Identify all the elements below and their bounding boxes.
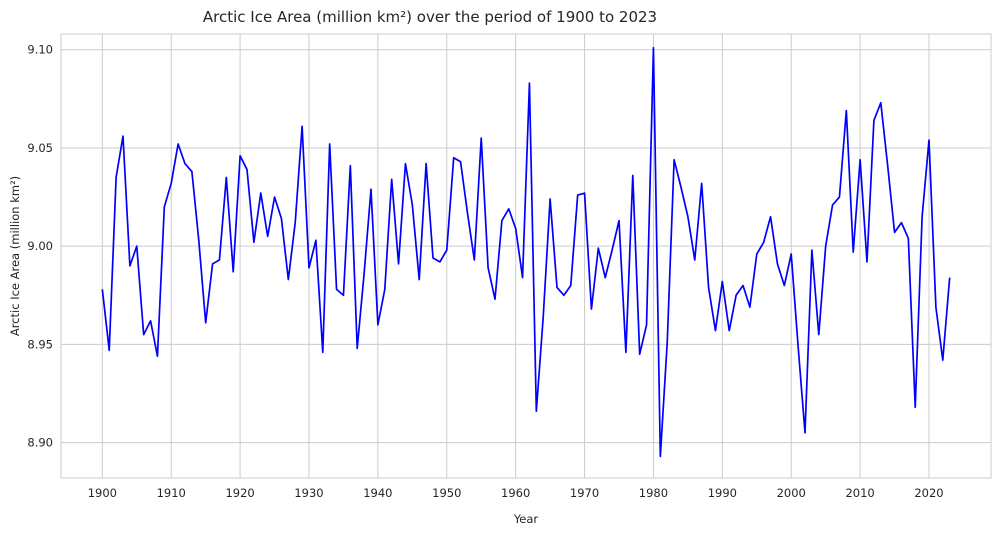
- x-tick-label: 2000: [777, 486, 806, 500]
- y-tick-label: 8.95: [27, 337, 53, 351]
- series-line-ice-area: [101, 46, 951, 458]
- y-tick-label: 8.90: [27, 436, 53, 450]
- y-axis-label: Arctic Ice Area (million km²): [8, 176, 22, 336]
- x-tick-label: 2020: [914, 486, 943, 500]
- x-tick-label: 1900: [88, 486, 117, 500]
- plot-frame: [60, 33, 992, 479]
- y-tick-label: 9.10: [27, 43, 53, 57]
- x-tick-label: 2010: [845, 486, 874, 500]
- x-tick-label: 1920: [225, 486, 254, 500]
- x-tick-label: 1970: [570, 486, 599, 500]
- x-tick-labels: 1900 1910 1920 1930 1940 1950 1960 1970 1980 1990…: [88, 486, 944, 500]
- x-gridlines: [101, 34, 930, 478]
- y-tick-labels: 8.90 8.95 9.00 9.05 9.10: [27, 43, 53, 450]
- x-axis-label: Year: [513, 512, 539, 526]
- x-tick-label: 1940: [363, 486, 392, 500]
- x-tick-label: 1990: [708, 486, 737, 500]
- x-tick-label: 1980: [639, 486, 668, 500]
- x-tick-label: 1950: [432, 486, 461, 500]
- x-tick-label: 1910: [157, 486, 186, 500]
- chart-title: Arctic Ice Area (million km²) over the p…: [203, 8, 657, 26]
- x-tick-label: 1960: [501, 486, 530, 500]
- y-tick-label: 9.00: [27, 239, 53, 253]
- y-tick-label: 9.05: [27, 141, 53, 155]
- y-gridlines: [61, 49, 991, 444]
- x-tick-label: 1930: [294, 486, 323, 500]
